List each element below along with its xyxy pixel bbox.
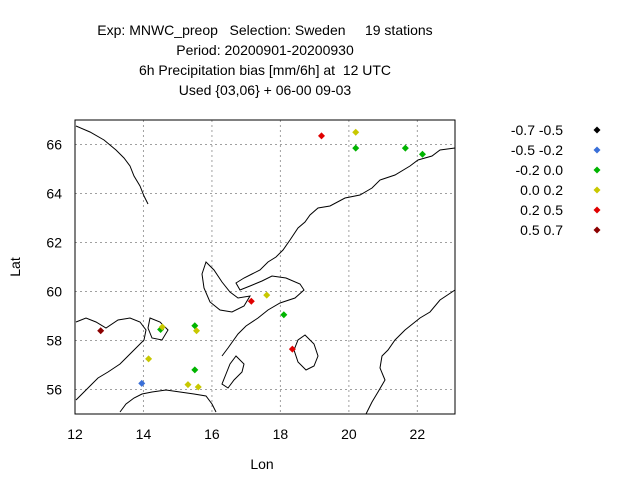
x-tick-label: 22: [410, 426, 426, 442]
station-point: [317, 132, 325, 140]
station-point: [263, 291, 271, 299]
station-point: [158, 323, 166, 331]
x-axis-label: Lon: [250, 456, 273, 472]
chart-period: Period: 20200901-20200930: [176, 42, 354, 58]
legend-marker: [593, 126, 601, 134]
station-point: [138, 379, 146, 387]
legend-label: 0.0 0.2: [520, 182, 563, 198]
grid: [75, 120, 455, 414]
station-point: [145, 355, 153, 363]
legend-marker: [593, 166, 601, 174]
x-tick-label: 20: [341, 426, 357, 442]
coastline-lakes: [147, 261, 251, 341]
station-point: [352, 144, 360, 152]
chart-forecast-info: Used {03,06} + 06-00 09-03: [178, 82, 352, 98]
chart-title: Exp: MNWC_preop Selection: Sweden 19 sta…: [97, 22, 433, 38]
x-tick-label: 18: [273, 426, 289, 442]
station-point: [401, 144, 409, 152]
data-points: [97, 128, 426, 391]
coastline-sweden-east: [221, 147, 456, 357]
y-tick-label: 62: [46, 235, 62, 251]
coastline-oland: [221, 355, 245, 389]
x-tick-label: 14: [136, 426, 152, 442]
legend-marker: [593, 146, 601, 154]
chart-variable: 6h Precipitation bias [mm/6h] at 12 UTC: [138, 62, 392, 78]
y-tick-label: 58: [46, 333, 62, 349]
station-point: [288, 345, 296, 353]
coastline-southwest: [75, 317, 147, 401]
plot-frame: [74, 119, 456, 415]
station-point: [191, 366, 199, 374]
legend-label: 0.2 0.5: [520, 202, 563, 218]
axis-ticks: 12 14 16 18 20 22 56 58 60 62 64 66: [46, 137, 425, 443]
station-point: [352, 128, 360, 136]
legend-marker: [593, 186, 601, 194]
coastline-gotland: [293, 334, 319, 371]
y-tick-label: 56: [46, 382, 62, 398]
y-tick-label: 66: [46, 137, 62, 153]
station-point: [193, 327, 201, 335]
legend-marker: [593, 206, 601, 214]
legend: -0.7 -0.5 -0.5 -0.2 -0.2 0.0 0.0 0.2 0.2 0.5…: [511, 122, 601, 238]
coastline: [75, 125, 456, 415]
legend-label: -0.2 0.0: [516, 162, 564, 178]
x-tick-label: 16: [204, 426, 220, 442]
y-tick-label: 60: [46, 284, 62, 300]
station-point: [97, 327, 105, 335]
station-point: [418, 150, 426, 158]
coastline-norway-north: [75, 125, 149, 205]
legend-label: 0.5 0.7: [520, 222, 563, 238]
y-tick-label: 64: [46, 186, 62, 202]
x-tick-label: 12: [67, 426, 83, 442]
coastline-south: [119, 389, 217, 413]
station-point: [184, 381, 192, 389]
legend-label: -0.7 -0.5: [511, 122, 563, 138]
station-point: [280, 311, 288, 319]
legend-marker: [593, 226, 601, 234]
legend-label: -0.5 -0.2: [511, 142, 563, 158]
station-point: [247, 297, 255, 305]
station-point: [194, 383, 202, 391]
y-axis-label: Lat: [7, 257, 23, 277]
coastline-finland: [365, 289, 456, 415]
